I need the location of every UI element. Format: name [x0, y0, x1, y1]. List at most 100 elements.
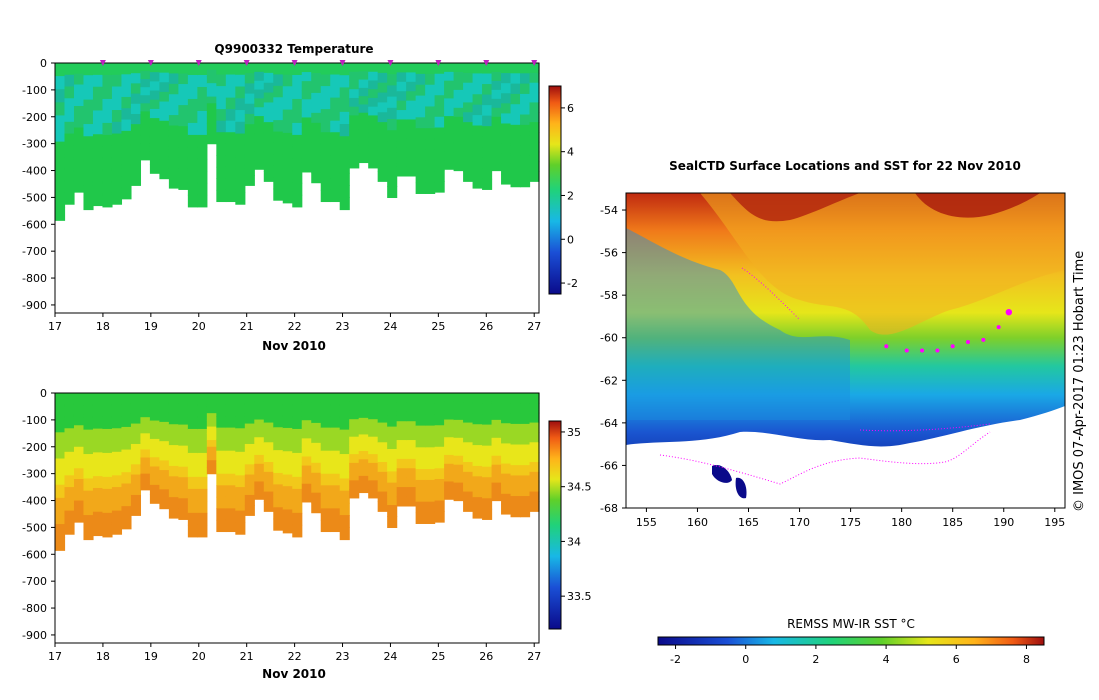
temperature-cell: [187, 158, 198, 172]
temperature-cell: [311, 122, 322, 134]
temperature-cell: [320, 86, 331, 99]
temperature-cell: [406, 128, 417, 139]
salinity-cell: [130, 494, 142, 506]
salinity-cell: [482, 414, 493, 426]
temperature-cell: [434, 116, 445, 129]
temperature-cell: [491, 116, 502, 127]
temperature-cell: [453, 125, 464, 136]
salinity-cell: [434, 414, 445, 426]
temperature-cell: [425, 73, 436, 86]
colorbar-tick-label: 0: [742, 653, 749, 666]
temperature-cell: [187, 134, 198, 148]
salinity-cell: [415, 479, 426, 492]
temperature-cell: [396, 128, 407, 139]
temperature-cell: [225, 178, 236, 191]
temperature-cell: [206, 110, 217, 118]
temperature-cell: [273, 188, 284, 201]
salinity-cell: [501, 503, 512, 515]
temperature-cell: [273, 63, 284, 76]
salinity-cell: [387, 516, 398, 529]
temperature-cell: [121, 108, 132, 121]
temperature-cell: [149, 72, 160, 82]
temperature-cell: [444, 63, 455, 73]
temperature-cell: [292, 74, 303, 88]
salinity-cell: [425, 479, 436, 492]
temperature-cell: [216, 143, 227, 156]
salinity-cell: [73, 468, 85, 480]
temperature-cell: [444, 133, 455, 144]
salinity-cell: [330, 508, 341, 521]
temperature-cell: [235, 133, 246, 146]
temperature-cell: [501, 173, 512, 185]
salinity-cell: [368, 489, 379, 499]
temperature-cell: [396, 63, 407, 74]
temperature-cell: [292, 146, 303, 160]
salinity-cell: [377, 491, 388, 503]
salinity-cell: [491, 473, 502, 484]
salinity-cell: [130, 403, 142, 414]
salinity-cell: [311, 402, 322, 414]
salinity-cell: [111, 416, 123, 429]
salinity-cell: [320, 393, 331, 406]
x-tick-label: 20: [192, 320, 206, 333]
temperature-cell: [472, 104, 483, 116]
temperature-cell: [235, 168, 246, 182]
temperature-cell: [149, 154, 160, 165]
salinity-cell: [396, 477, 407, 488]
temperature-cell: [64, 157, 75, 170]
temperature-cell: [368, 132, 379, 143]
salinity-cell: [520, 393, 531, 404]
salinity-cell: [254, 428, 265, 438]
x-tick-label: 175: [840, 516, 861, 529]
salinity-cell: [168, 403, 179, 415]
salinity-cell: [83, 417, 94, 431]
salinity-cell: [244, 454, 255, 465]
temperature-cell: [263, 72, 274, 84]
temperature-cell: [235, 110, 246, 123]
salinity-cell: [130, 464, 142, 476]
salinity-cell: [501, 483, 512, 495]
salinity-cell: [178, 445, 189, 457]
temperature-cell: [330, 63, 341, 76]
temperature-cell: [254, 63, 265, 73]
temperature-cell: [178, 147, 189, 159]
salinity-cell: [55, 445, 66, 460]
salinity-cell: [387, 471, 398, 484]
temperature-cell: [301, 144, 312, 155]
salinity-cell: [339, 502, 350, 516]
temperature-cell: [168, 83, 179, 95]
salinity-cell: [140, 393, 151, 402]
salinity-cell: [282, 416, 293, 429]
salinity-cell: [282, 451, 293, 464]
temperature-cell: [197, 146, 208, 160]
temperature-cell: [349, 150, 360, 160]
salinity-cell: [187, 476, 198, 490]
temperature-cell: [520, 114, 531, 126]
salinity-cell: [482, 477, 493, 489]
salinity-cell: [197, 476, 208, 490]
temperature-cell: [102, 194, 113, 208]
salinity-cell: [111, 498, 123, 512]
temperature-cell: [301, 108, 312, 119]
salinity-cell: [206, 466, 217, 475]
temperature-cell: [425, 95, 436, 108]
salinity-cell: [187, 512, 198, 526]
temperature-cell: [311, 92, 322, 104]
salinity-cell: [225, 473, 236, 486]
temperature-cell: [482, 105, 493, 117]
salinity-cell: [463, 422, 474, 434]
temperature-cell: [282, 132, 293, 146]
salinity-cell: [64, 428, 75, 441]
salinity-cell: [102, 488, 113, 502]
salinity-cell: [159, 393, 170, 404]
salinity-cell: [387, 404, 398, 417]
temperature-cell: [206, 63, 217, 71]
temperature-cell: [254, 89, 265, 99]
temperature-cell: [130, 83, 142, 95]
temperature-cell: [64, 192, 75, 205]
salinity-cell: [140, 449, 151, 459]
temperature-cell: [349, 132, 360, 143]
salinity-cell: [130, 423, 142, 435]
salinity-cell: [64, 475, 75, 488]
temperature-cell: [206, 76, 217, 84]
